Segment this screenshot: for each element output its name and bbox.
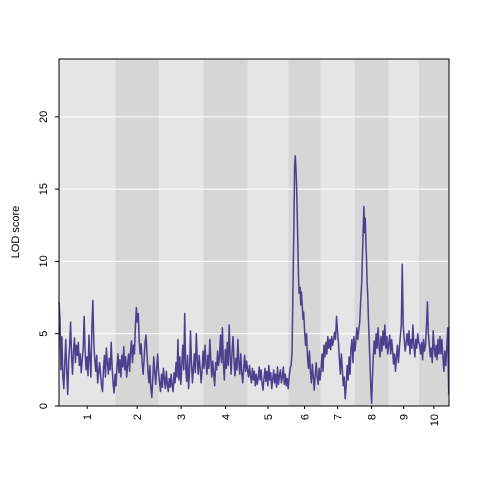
y-tick-label-20: 20	[38, 111, 50, 123]
y-tick-label-5: 5	[38, 331, 50, 337]
x-tick-label-5: 5	[263, 414, 275, 420]
plot-frame	[58, 58, 450, 407]
series-line-lod	[58, 155, 450, 404]
x-tick-label-6: 6	[300, 414, 312, 420]
lod-series	[58, 155, 450, 404]
chromosome-band-8	[354, 59, 389, 406]
chromosome-band-5	[247, 59, 289, 406]
x-tick-label-1: 1	[82, 414, 94, 420]
x-tick-label-7: 7	[333, 414, 345, 420]
y-axis-label: LOD score	[10, 206, 22, 259]
chromosome-band-2	[115, 59, 159, 406]
y-axis: 0 5 10 15 20	[38, 111, 59, 409]
x-tick-label-2: 2	[132, 414, 144, 420]
x-tick-label-4: 4	[220, 414, 232, 420]
y-tick-label-0: 0	[38, 403, 50, 409]
y-tick-label-15: 15	[38, 183, 50, 195]
x-tick-label-9: 9	[399, 414, 411, 420]
x-tick-label-3: 3	[176, 414, 188, 420]
y-tick-label-10: 10	[38, 255, 50, 267]
x-tick-label-10: 10	[429, 414, 441, 426]
x-tick-label-8: 8	[367, 414, 379, 420]
x-axis: 1 2 3 4 5 6 7 8 9 10	[82, 406, 441, 426]
